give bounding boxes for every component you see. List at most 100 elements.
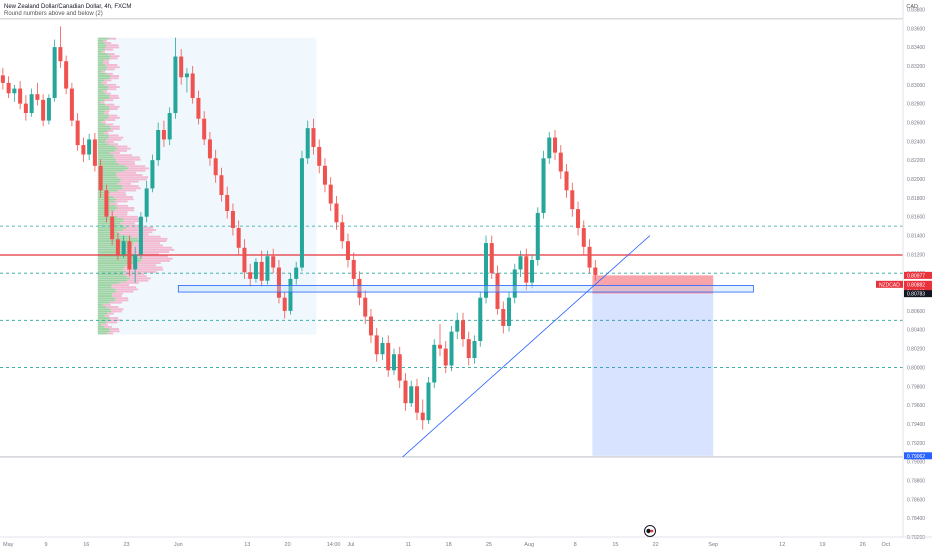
- volume-profile-down-bar: [109, 202, 118, 205]
- volume-profile-down-bar: [104, 119, 116, 121]
- volume-profile-down-bar: [103, 59, 110, 62]
- price-tag-label: 0.80882: [907, 282, 925, 288]
- volume-profile-down-bar: [104, 42, 112, 44]
- volume-profile-down-bar: [116, 174, 143, 176]
- price-axis[interactable]: 0.83800 0.83600 0.83400 0.83200 0.83000 0.828…: [902, 0, 925, 541]
- time-tick-label: 23: [123, 542, 129, 548]
- price-tick-label: 0.81600: [907, 215, 925, 221]
- candle-body: [483, 243, 489, 298]
- volume-profile-down-bar: [104, 99, 114, 102]
- volume-profile-down-bar: [138, 237, 168, 240]
- time-tick-label: 12: [779, 542, 785, 548]
- volume-profile-down-bar: [112, 292, 123, 295]
- time-tick-label: 25: [486, 542, 492, 548]
- volume-profile-down-bar: [132, 244, 163, 247]
- volume-profile-down-bar: [134, 242, 160, 245]
- price-tick-label: 0.79600: [907, 403, 925, 409]
- volume-profile-down-bar: [114, 200, 128, 203]
- volume-profile-down-bar: [105, 103, 115, 106]
- price-tag-label: 0.79062: [907, 454, 925, 460]
- volume-profile-up-bar: [97, 174, 117, 176]
- volume-profile-down-bar: [101, 50, 105, 53]
- volume-profile-down-bar: [126, 279, 149, 282]
- candle-body: [564, 171, 569, 191]
- tradingview-logo-icon: [644, 525, 656, 537]
- candle-body: [0, 75, 5, 83]
- candle-body: [340, 222, 345, 242]
- time-tick-label: 14:00: [327, 542, 341, 548]
- volume-profile-down-bar: [106, 321, 118, 324]
- price-tick-label: 0.81400: [907, 234, 925, 240]
- volume-profile-up-bar: [97, 178, 121, 181]
- volume-profile-down-bar: [101, 81, 107, 84]
- candle-body: [29, 94, 34, 114]
- volume-profile-down-bar: [123, 224, 144, 227]
- candle-body: [58, 47, 63, 62]
- volume-profile-down-bar: [117, 215, 139, 218]
- volume-profile-up-bar: [97, 171, 117, 174]
- volume-profile-down-bar: [115, 158, 141, 161]
- volume-profile-down-bar: [105, 92, 111, 95]
- volume-profile-down-bar: [123, 220, 142, 223]
- candle-body: [437, 344, 443, 349]
- price-tick-label: 0.79200: [907, 441, 925, 447]
- indicator-label[interactable]: Round numbers above and below (2): [4, 11, 103, 17]
- volume-profile-up-bar: [97, 154, 114, 157]
- candle-body: [455, 320, 460, 332]
- time-tick-label: 19: [819, 542, 825, 548]
- time-tick-label: Aug: [524, 542, 534, 548]
- candle-body: [46, 97, 51, 121]
- volume-profile-down-bar: [129, 277, 151, 280]
- symbol-tag: [876, 280, 903, 288]
- time-tick-label: 15: [612, 542, 618, 548]
- volume-profile-up-bar: [97, 176, 117, 179]
- candle-body: [460, 320, 466, 340]
- price-tick-label: 0.83000: [907, 83, 925, 89]
- candle-body: [443, 348, 448, 366]
- price-tick-label: 0.80600: [907, 309, 925, 315]
- price-tick-label: 0.78600: [907, 497, 925, 503]
- price-tick-label: 0.79000: [907, 460, 925, 466]
- volume-profile-up-bar: [97, 44, 107, 47]
- volume-profile-up-bar: [97, 119, 105, 121]
- volume-profile-down-bar: [103, 61, 110, 64]
- candle-body: [127, 241, 132, 270]
- volume-profile-down-bar: [107, 88, 117, 91]
- volume-profile-up-bar: [97, 215, 118, 218]
- volume-profile-up-bar: [97, 145, 115, 148]
- volume-profile-up-bar: [97, 290, 117, 293]
- candle-body: [110, 216, 115, 240]
- candle-body: [530, 260, 535, 283]
- volume-profile-up-bar: [97, 158, 116, 161]
- volume-profile-up-bar: [97, 48, 105, 51]
- time-tick-label: Jun: [174, 542, 183, 548]
- volume-profile-down-bar: [110, 330, 120, 333]
- volume-profile-up-bar: [97, 323, 102, 326]
- volume-profile-up-bar: [97, 303, 103, 306]
- candle-body: [75, 120, 80, 146]
- volume-profile-down-bar: [122, 187, 141, 190]
- volume-profile-down-bar: [108, 116, 120, 119]
- candle-body: [242, 247, 247, 273]
- candle-body: [345, 241, 350, 261]
- candle-body: [98, 165, 103, 191]
- volume-profile-up-bar: [97, 279, 127, 282]
- volume-profile-down-bar: [111, 310, 122, 313]
- volume-profile-layer: [97, 37, 317, 335]
- candle-body: [299, 158, 304, 268]
- volume-profile-down-bar: [103, 39, 107, 42]
- volume-profile-up-bar: [97, 257, 143, 260]
- time-axis[interactable]: May 9 16 23 Jun 13 20 14:00 Jul 11 18 25 Aug 8 15 22 Sep…: [0, 536, 932, 548]
- volume-profile-up-bar: [97, 112, 105, 115]
- volume-profile-up-bar: [97, 103, 106, 106]
- volume-profile-up-bar: [97, 152, 110, 154]
- volume-profile-up-bar: [97, 270, 126, 273]
- candle-body: [576, 209, 581, 228]
- volume-profile-down-bar: [109, 125, 120, 128]
- volume-profile-up-bar: [97, 321, 107, 324]
- candle-body: [115, 239, 120, 255]
- volume-profile-up-bar: [97, 143, 109, 146]
- volume-profile-up-bar: [97, 268, 123, 271]
- candle-body: [104, 190, 109, 217]
